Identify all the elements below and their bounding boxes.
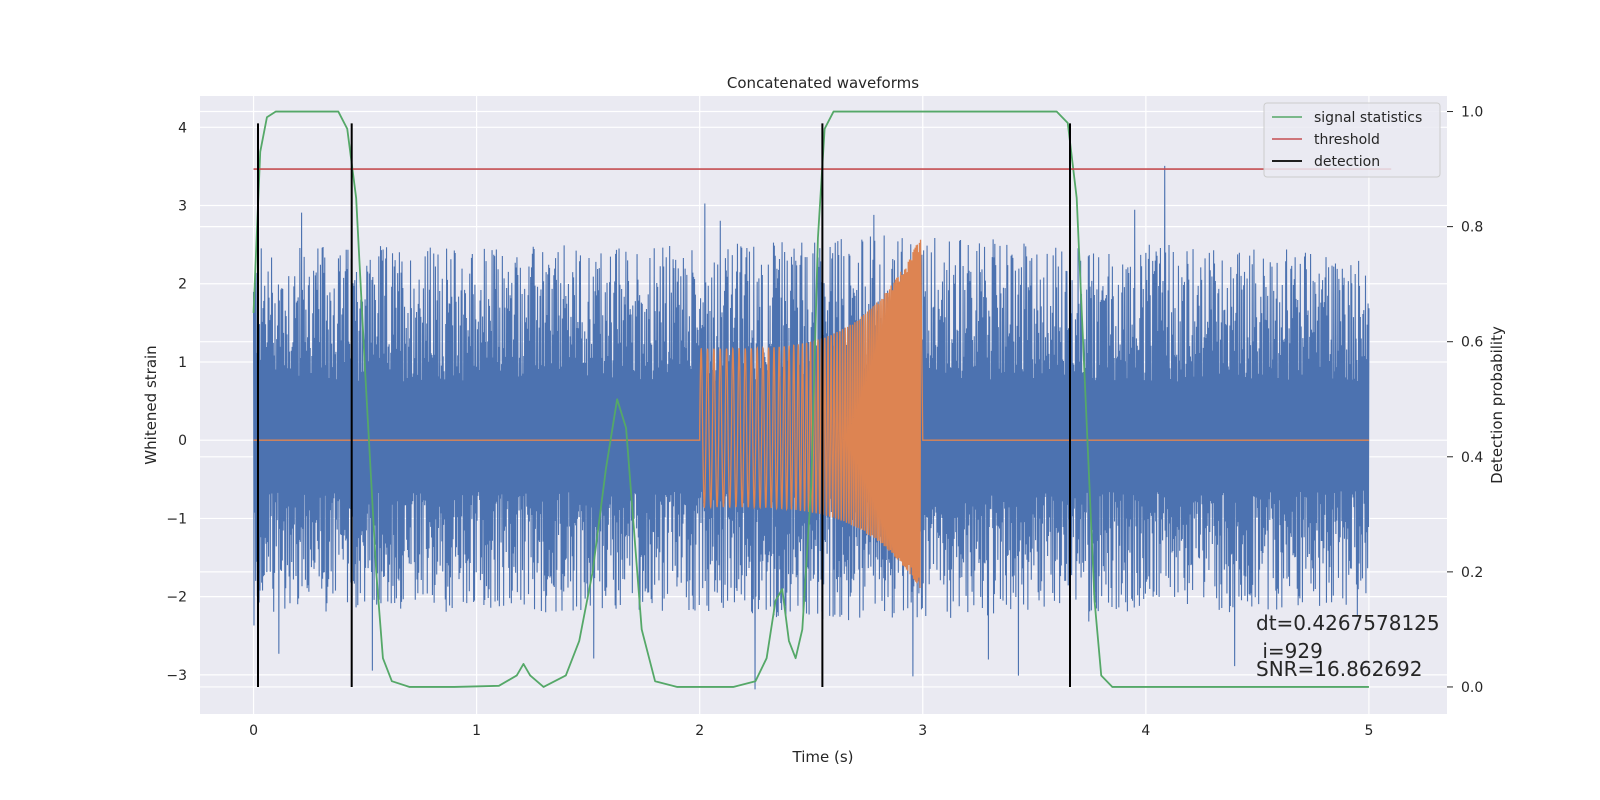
x-tick-label-0: 0 bbox=[249, 723, 258, 739]
x-tick-label-1: 1 bbox=[472, 723, 481, 739]
x-tick-label-2: 2 bbox=[695, 723, 704, 739]
x-tick-label-5: 5 bbox=[1364, 723, 1373, 739]
y-tick-label-1: −2 bbox=[166, 590, 187, 606]
y-right-tick-label-0: 0.0 bbox=[1461, 680, 1483, 696]
legend-label-signal-statistics: signal statistics bbox=[1314, 110, 1422, 126]
y-right-tick-label-3: 0.6 bbox=[1461, 335, 1483, 351]
y-tick-label-5: 2 bbox=[178, 277, 187, 293]
y-axis-right-title: Detection probability bbox=[1488, 326, 1506, 484]
y-right-tick-label-5: 1.0 bbox=[1461, 105, 1483, 121]
y-tick-label-4: 1 bbox=[178, 355, 187, 371]
signal-statistics-line bbox=[252, 110, 1369, 688]
waveform-series bbox=[253, 239, 1369, 588]
y-axis-title: Whitened strain bbox=[142, 345, 160, 464]
y-right-tick-label-2: 0.4 bbox=[1461, 450, 1483, 466]
annotation-i: i=929 bbox=[1256, 639, 1323, 663]
noise-series bbox=[252, 165, 1370, 690]
y-tick-label-2: −1 bbox=[166, 511, 187, 527]
annotation-dt: dt=0.4267578125 bbox=[1256, 611, 1440, 635]
legend-label-threshold: threshold bbox=[1314, 132, 1380, 148]
x-tick-label-4: 4 bbox=[1141, 723, 1150, 739]
x-axis-title: Time (s) bbox=[792, 748, 854, 766]
legend: signal statistics threshold detection bbox=[1263, 102, 1441, 178]
y-right-tick-label-4: 0.8 bbox=[1461, 220, 1483, 236]
detection-series bbox=[257, 123, 1071, 687]
legend-label-detection: detection bbox=[1314, 154, 1380, 170]
annotation-snr: SNR=16.862692 bbox=[1256, 657, 1422, 681]
waveform-line bbox=[253, 239, 1369, 588]
noise-line bbox=[252, 165, 1370, 690]
y-axis-left: −3 −2 −1 0 1 2 3 4 bbox=[166, 120, 187, 684]
y-tick-label-3: 0 bbox=[178, 433, 187, 449]
chart-title: Concatenated waveforms bbox=[727, 74, 919, 92]
signal-statistics-series bbox=[252, 110, 1369, 688]
y-right-tick-label-1: 0.2 bbox=[1461, 565, 1483, 581]
y-axis-right: 0.0 0.2 0.4 0.6 0.8 1.0 bbox=[1447, 105, 1483, 696]
legend-box bbox=[1263, 102, 1441, 178]
y-tick-label-7: 4 bbox=[178, 120, 187, 136]
x-tick-label-3: 3 bbox=[918, 723, 927, 739]
y-tick-label-6: 3 bbox=[178, 199, 187, 215]
y-tick-label-0: −3 bbox=[166, 668, 187, 684]
x-axis: 0 1 2 3 4 5 bbox=[249, 723, 1373, 739]
